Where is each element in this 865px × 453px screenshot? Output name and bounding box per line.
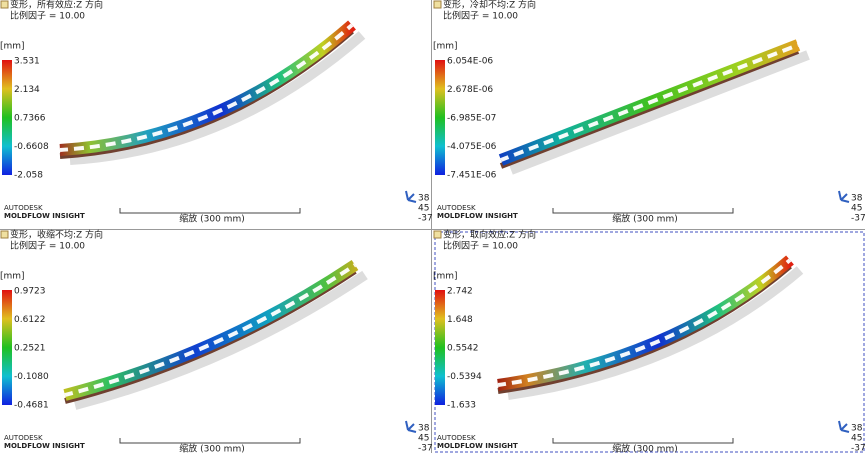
beam-shadow (73, 270, 368, 410)
triad-label: 38 (418, 424, 430, 434)
triad-label: -37 (418, 214, 433, 224)
title-icon (433, 230, 442, 239)
view-title: 变形，收缩不均:Z 方向 (10, 229, 103, 241)
brand: AUTODESK (4, 204, 43, 212)
scale-bar (552, 438, 734, 444)
legend-label: 3.531 (14, 57, 40, 67)
color-bar (435, 60, 445, 175)
triad-label: 45 (851, 204, 862, 214)
triad-label: 45 (418, 204, 429, 214)
triad-label: -37 (851, 444, 865, 453)
triad-label: 38 (418, 194, 430, 204)
legend-label: 0.2521 (14, 344, 46, 354)
legend-label: -0.1080 (14, 372, 49, 382)
beam-holes (64, 263, 357, 397)
legend-label: -0.4681 (14, 401, 49, 411)
triad-label: 45 (851, 434, 862, 444)
legend-label: 0.7366 (14, 114, 46, 124)
scale-bar-label: 缩放 (300 mm) (612, 443, 677, 453)
scale-bar-label: 缩放 (300 mm) (179, 213, 244, 225)
legend-label: -1.633 (447, 401, 476, 411)
legend-label: -6.985E-07 (447, 114, 496, 124)
scale-bar (119, 208, 301, 214)
view-title: 变形，所有效应:Z 方向 (10, 0, 103, 11)
triad-label: -37 (851, 214, 865, 224)
legend-label: 0.6122 (14, 315, 46, 325)
beam-holes (497, 258, 792, 387)
axis-triad (838, 190, 850, 203)
scale-bar-label: 缩放 (300 mm) (179, 443, 244, 453)
title-icon (433, 0, 442, 9)
product: MOLDFLOW INSIGHT (437, 442, 518, 450)
brand: AUTODESK (437, 204, 476, 212)
beam-holes (500, 43, 799, 162)
legend-label: -7.451E-06 (447, 171, 497, 181)
legend-label: 2.678E-06 (447, 85, 493, 95)
product: MOLDFLOW INSIGHT (4, 442, 85, 450)
axis-triad (405, 190, 417, 203)
axis-triad (838, 420, 850, 433)
legend-label: 6.054E-06 (447, 57, 493, 67)
view-title: 变形，取向效应:Z 方向 (443, 229, 536, 241)
axis-triad (405, 420, 417, 433)
product: MOLDFLOW INSIGHT (4, 212, 85, 220)
product: MOLDFLOW INSIGHT (437, 212, 518, 220)
brand: AUTODESK (4, 434, 43, 442)
scale-factor: 比例因子 = 10.00 (443, 10, 518, 22)
beam-shadow (69, 31, 366, 165)
beam-shadow (509, 50, 810, 175)
scale-bar (119, 438, 301, 444)
legend-label: 0.5542 (447, 344, 479, 354)
triad-label: -37 (418, 444, 433, 453)
color-bar (435, 290, 445, 405)
legend-label: 0.9723 (14, 287, 46, 297)
scale-bar (552, 208, 734, 214)
unit-label: [mm] (0, 272, 25, 282)
scale-factor: 比例因子 = 10.00 (443, 240, 518, 252)
view-title: 变形，冷却不均:Z 方向 (443, 0, 536, 11)
legend-label: -2.058 (14, 171, 43, 181)
beam (63, 260, 359, 401)
legend-label: 1.648 (447, 315, 473, 325)
title-icon (0, 0, 9, 9)
legend-label: -0.5394 (447, 372, 482, 382)
legend-label: 2.134 (14, 85, 40, 95)
beam-shadow (507, 266, 804, 400)
scale-factor: 比例因子 = 10.00 (10, 240, 85, 252)
triad-label: 38 (851, 424, 863, 434)
unit-label: [mm] (433, 42, 458, 52)
title-icon (0, 230, 9, 239)
triad-label: 38 (851, 194, 863, 204)
triad-label: 45 (418, 434, 429, 444)
color-bar (2, 290, 12, 405)
scale-factor: 比例因子 = 10.00 (10, 10, 85, 22)
scale-bar-label: 缩放 (300 mm) (612, 213, 677, 225)
legend-label: -4.075E-06 (447, 142, 497, 152)
legend-label: 2.742 (447, 287, 473, 297)
beam-edge (59, 28, 354, 159)
brand: AUTODESK (437, 434, 476, 442)
color-bar (2, 60, 12, 175)
legend-label: -0.6608 (14, 142, 49, 152)
beam-holes (59, 23, 354, 152)
unit-label: [mm] (0, 42, 25, 52)
unit-label: [mm] (433, 272, 458, 282)
